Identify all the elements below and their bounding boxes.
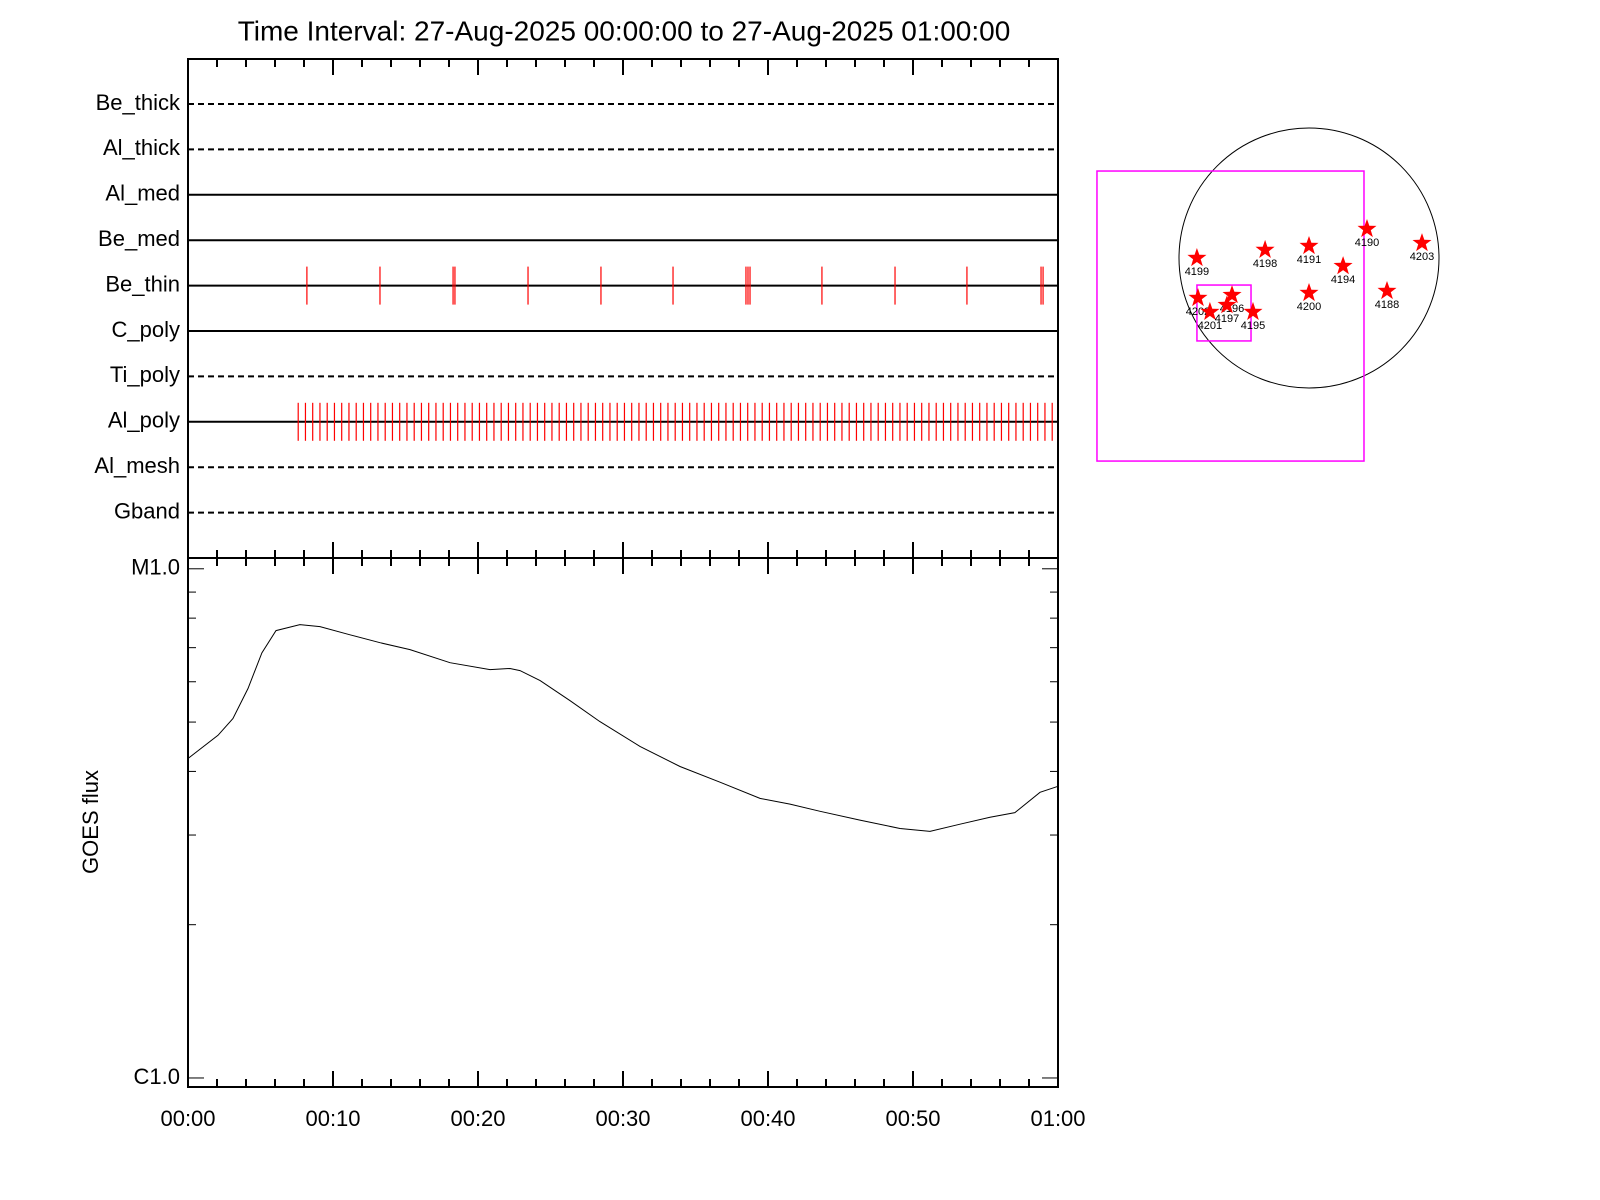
- goes-curve: [187, 624, 1059, 832]
- region-label: 4188: [1375, 299, 1399, 311]
- active-region: [1333, 256, 1353, 275]
- row-label: Be_thick: [96, 90, 181, 115]
- x-tick-label: 00:20: [450, 1106, 505, 1131]
- field-of-view: [1096, 170, 1365, 462]
- chart-title: Time Interval: 27-Aug-2025 00:00:00 to 2…: [238, 15, 1011, 46]
- x-tick-label: 00:50: [885, 1106, 940, 1131]
- active-region: [1299, 283, 1319, 302]
- region-label: 4200: [1297, 301, 1321, 313]
- region-label: 4198: [1253, 258, 1277, 270]
- x-tick-label: 00:10: [305, 1106, 360, 1131]
- row-label: Al_poly: [108, 408, 180, 433]
- y-tick-label: M1.0: [131, 555, 180, 580]
- active-region: [1200, 301, 1220, 320]
- active-region: [1188, 288, 1208, 307]
- active-region: [1299, 236, 1319, 255]
- active-region: [1217, 295, 1237, 314]
- row-label: Al_thick: [103, 135, 181, 160]
- y-tick-label: C1.0: [134, 1064, 180, 1089]
- row-label: Be_thin: [105, 271, 180, 296]
- x-tick-label: 00:40: [740, 1106, 795, 1131]
- active-region: [1412, 233, 1432, 252]
- row-label: Gband: [114, 498, 180, 523]
- x-tick-label: 01:00: [1030, 1106, 1085, 1131]
- active-region: [1243, 301, 1263, 320]
- active-region: [1187, 248, 1207, 267]
- region-label: 4199: [1185, 266, 1209, 278]
- row-label: Be_med: [98, 226, 180, 251]
- region-label: 4194: [1331, 274, 1355, 286]
- region-label: 4190: [1355, 237, 1379, 249]
- region-label: 4191: [1297, 254, 1321, 266]
- region-label: 4203: [1410, 251, 1434, 263]
- active-region: [1255, 239, 1275, 258]
- row-label: Al_med: [105, 181, 180, 206]
- active-region: [1222, 285, 1242, 304]
- row-label: Al_mesh: [94, 453, 180, 478]
- active-region: [1377, 281, 1397, 300]
- region-label: 4197: [1215, 313, 1239, 325]
- row-label: C_poly: [112, 317, 180, 342]
- region-label: 4195: [1241, 320, 1265, 332]
- row-label: Ti_poly: [110, 362, 180, 387]
- region-label: 4201: [1198, 320, 1222, 332]
- x-tick-label: 00:00: [160, 1106, 215, 1131]
- y-axis-label: GOES flux: [78, 770, 103, 874]
- x-tick-label: 00:30: [595, 1106, 650, 1131]
- solar-disk: [1178, 127, 1440, 389]
- active-region: [1357, 219, 1377, 238]
